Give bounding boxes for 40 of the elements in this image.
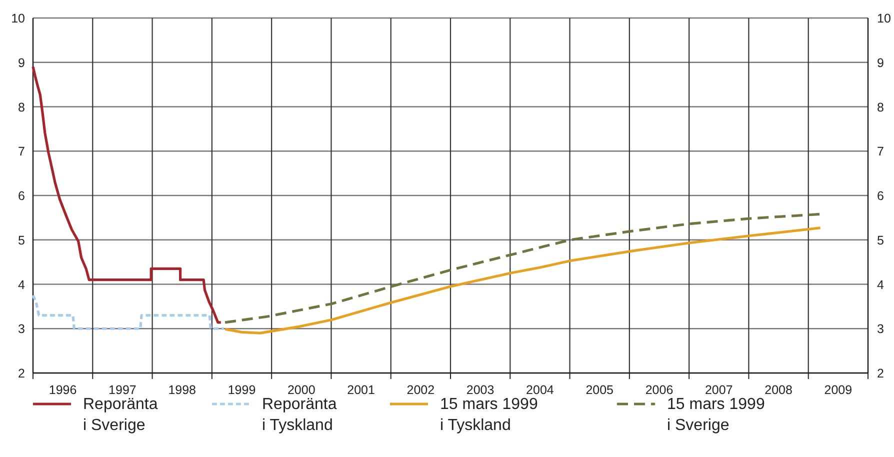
x-tick-label: 2008 xyxy=(764,383,792,397)
y-tick-label: 10 xyxy=(11,12,26,26)
x-tick-label: 2001 xyxy=(347,383,375,397)
y2-tick-label: 6 xyxy=(877,189,884,203)
y-tick-label: 5 xyxy=(18,233,26,248)
line-series xyxy=(224,212,822,324)
y2-tick-label: 3 xyxy=(877,322,884,336)
y-tick-label: 6 xyxy=(18,189,26,203)
y-tick-label: 8 xyxy=(18,100,26,114)
x-tick-label: 1996 xyxy=(48,383,77,397)
line-series xyxy=(32,66,222,324)
x-tick-label: 2007 xyxy=(704,383,733,397)
y-tick-label: 7 xyxy=(18,144,26,159)
y2-tick-label: 9 xyxy=(877,56,884,70)
legend-label: 15 mars 1999 i Sverige xyxy=(667,396,765,434)
y2-tick-label: 10 xyxy=(877,12,891,26)
y2-tick-label: 7 xyxy=(877,144,884,159)
x-tick-label: 1997 xyxy=(108,383,136,397)
x-tick-label: 2002 xyxy=(406,383,435,397)
x-tick-label: 2000 xyxy=(287,383,316,397)
line-series xyxy=(32,294,226,330)
x-tick-label: 2005 xyxy=(586,383,614,397)
y-tick-label: 4 xyxy=(18,278,26,292)
line-series xyxy=(224,226,822,334)
x-tick-label: 2003 xyxy=(466,383,494,397)
y-tick-label: 2 xyxy=(18,366,26,380)
legend-label: 15 mars 1999 i Tyskland xyxy=(440,396,538,434)
x-tick-label: 1999 xyxy=(228,383,256,397)
x-tick-label: 2004 xyxy=(526,383,554,397)
y2-tick-label: 5 xyxy=(877,233,884,248)
y2-tick-label: 2 xyxy=(877,366,884,380)
x-tick-label: 1998 xyxy=(168,383,196,397)
y2-tick-label: 4 xyxy=(877,278,884,292)
legend-label: Reporänta i Tyskland xyxy=(262,396,337,434)
x-tick-label: 2006 xyxy=(645,383,674,397)
y-tick-label: 9 xyxy=(18,56,26,70)
x-tick-label: 2009 xyxy=(824,383,852,397)
y2-tick-label: 8 xyxy=(877,100,884,114)
legend-label: Reporänta i Sverige xyxy=(83,396,158,434)
y-tick-label: 3 xyxy=(18,322,26,336)
